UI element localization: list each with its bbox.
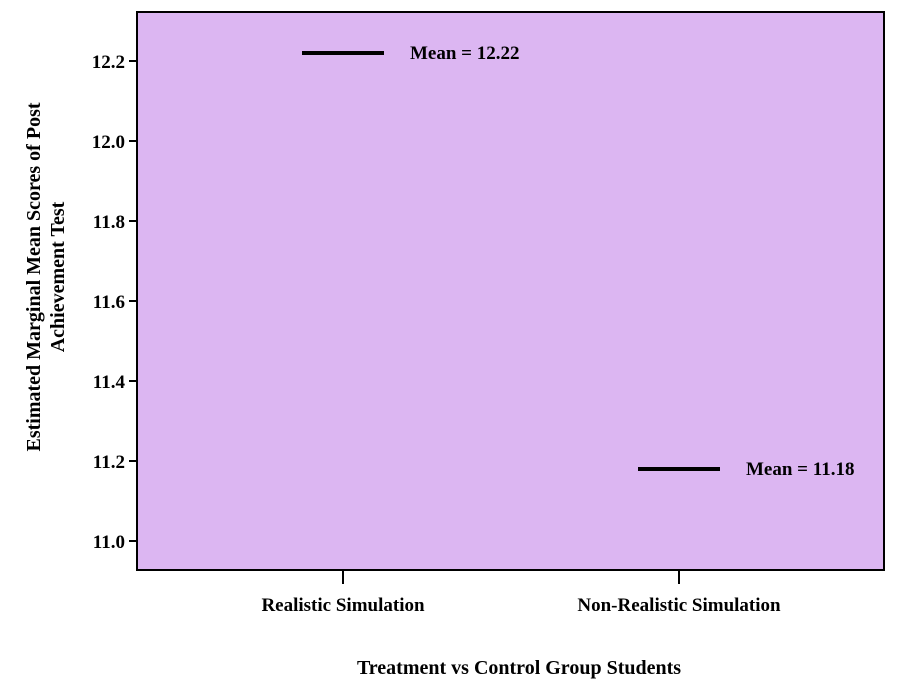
y-axis: 11.0 11.2 11.4 11.6 11.8 12.0 12.2 xyxy=(92,52,137,553)
y-axis-title-line-2: Achievement Test xyxy=(47,201,69,352)
y-axis-title-line-1: Estimated Marginal Mean Scores of Post xyxy=(23,102,45,451)
y-tick-label: 12.0 xyxy=(92,132,125,153)
x-axis-title: Treatment vs Control Group Students xyxy=(357,657,681,679)
y-tick-label: 11.4 xyxy=(93,372,126,393)
mean-data-label: Mean = 12.22 xyxy=(410,43,520,64)
x-tick-label: Realistic Simulation xyxy=(261,595,425,616)
x-tick-label: Non-Realistic Simulation xyxy=(577,595,781,616)
y-axis-title: Estimated Marginal Mean Scores of Post A… xyxy=(23,102,69,451)
y-tick-label: 11.6 xyxy=(93,292,125,313)
plot-area xyxy=(136,11,885,571)
mean-marks: Mean = 12.22 Mean = 11.18 xyxy=(302,43,854,480)
y-tick-label: 12.2 xyxy=(92,52,125,73)
mean-data-label: Mean = 11.18 xyxy=(746,459,854,480)
x-axis: Realistic Simulation Non-Realistic Simula… xyxy=(261,570,781,616)
y-tick-label: 11.0 xyxy=(93,532,125,553)
y-tick-label: 11.8 xyxy=(93,212,125,233)
y-tick-label: 11.2 xyxy=(93,452,125,473)
